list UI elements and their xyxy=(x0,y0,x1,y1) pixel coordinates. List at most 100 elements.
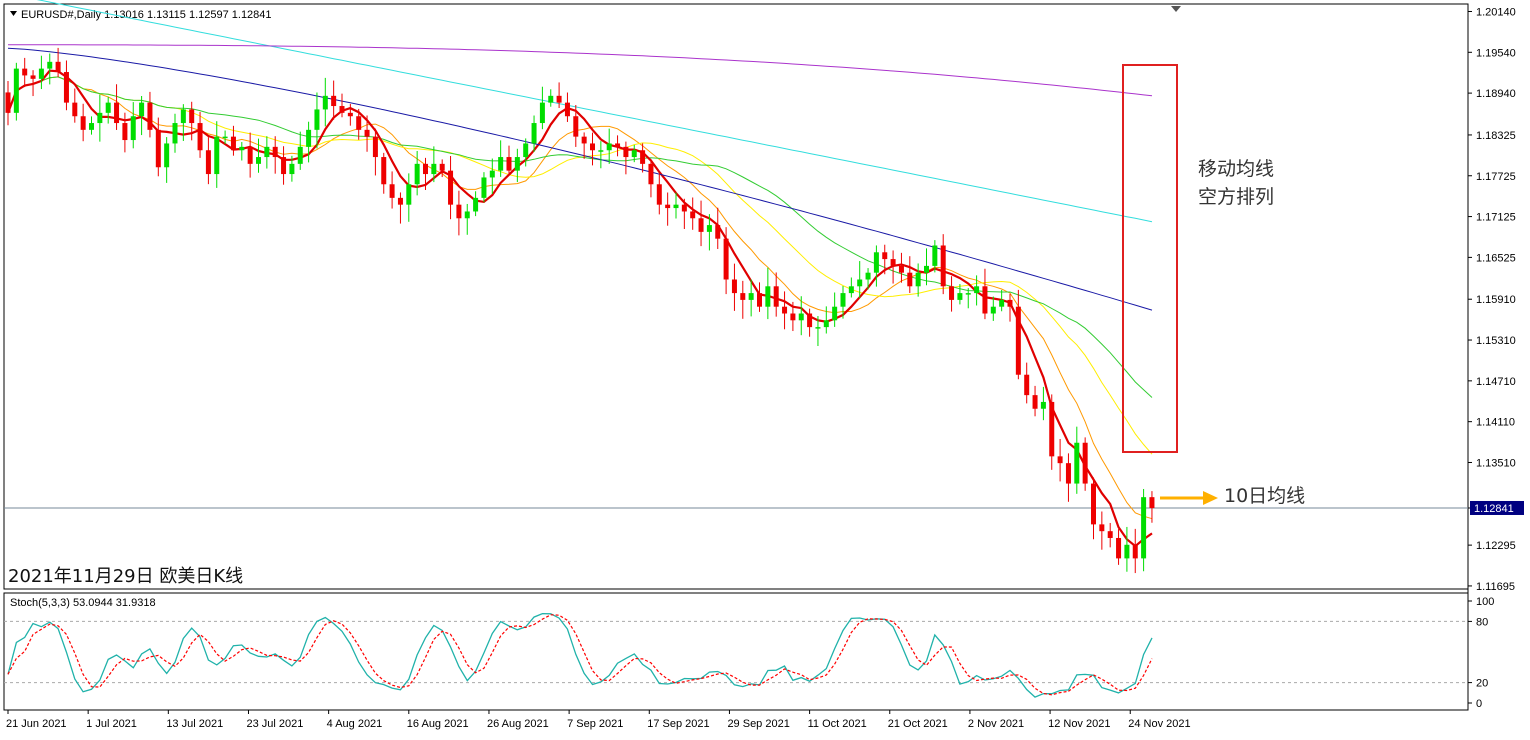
candle-body xyxy=(22,68,28,76)
stoch-axis-ticks: 100 80 20 0 xyxy=(1468,596,1494,710)
candle-body xyxy=(949,286,955,300)
chart-caption: 2021年11月29日 欧美日K线 xyxy=(8,566,243,587)
price-tick-label: 1.20140 xyxy=(1476,6,1516,18)
candle-body xyxy=(1007,299,1013,307)
candle-body xyxy=(297,146,303,164)
candle-body xyxy=(239,146,245,151)
candle-body xyxy=(272,146,278,158)
price-tick-label: 1.17725 xyxy=(1476,171,1516,183)
candle-body xyxy=(1015,306,1021,375)
candle-body xyxy=(1124,544,1130,559)
candle-body xyxy=(965,293,971,295)
candle-body xyxy=(731,279,737,294)
candle-body xyxy=(757,293,762,307)
candle-body xyxy=(372,136,378,158)
symbol-header: EURUSD#,Daily 1.13016 1.13115 1.12597 1.… xyxy=(21,9,272,21)
candle-body xyxy=(815,327,821,329)
candle-body xyxy=(264,146,270,158)
candle-body xyxy=(590,143,595,151)
time-tick-label: 4 Aug 2021 xyxy=(327,718,383,730)
candle-body xyxy=(448,170,454,205)
candle-body xyxy=(139,102,145,117)
candle-body xyxy=(882,252,888,260)
time-tick-label: 29 Sep 2021 xyxy=(727,718,789,730)
candle-body xyxy=(681,204,687,212)
candle-body xyxy=(197,123,203,151)
candle-body xyxy=(89,123,94,130)
candle-body xyxy=(1082,442,1088,484)
candle-body xyxy=(306,129,312,147)
candle-body xyxy=(322,95,328,110)
stoch-tick-label: 100 xyxy=(1476,596,1494,608)
time-axis-ticks: 21 Jun 2021 1 Jul 2021 13 Jul 2021 23 Jul 2… xyxy=(6,710,1191,730)
candle-body xyxy=(489,170,495,178)
box-text-line2: 空方排列 xyxy=(1198,186,1274,208)
shift-marker-icon[interactable] xyxy=(1171,6,1181,12)
candle-body xyxy=(189,109,195,124)
stoch-level-lines xyxy=(4,620,1468,684)
candle-body xyxy=(214,136,220,175)
candle-body xyxy=(782,306,788,314)
candle-body xyxy=(464,211,470,219)
price-tick-label: 1.15310 xyxy=(1476,335,1516,347)
candle-body xyxy=(514,157,520,171)
price-tick-label: 1.17125 xyxy=(1476,212,1516,224)
candle-body xyxy=(414,163,420,185)
candle-body xyxy=(623,146,629,158)
time-tick-label: 23 Jul 2021 xyxy=(246,718,303,730)
candle-body xyxy=(122,123,128,141)
candle-body xyxy=(865,272,871,280)
ma250-line xyxy=(8,44,1153,97)
candle-body xyxy=(940,245,946,287)
candle-body xyxy=(63,72,69,103)
candle-body xyxy=(581,136,587,144)
candle-body xyxy=(506,157,512,171)
price-tick-label: 1.14710 xyxy=(1476,376,1516,388)
candle-body xyxy=(331,95,337,107)
candle-body xyxy=(1049,401,1055,457)
candle-body xyxy=(114,102,120,124)
candle-body xyxy=(205,150,211,175)
candle-body xyxy=(164,143,170,168)
price-tick-label: 1.15910 xyxy=(1476,294,1516,306)
candle-body xyxy=(172,123,178,144)
stoch-tick-label: 0 xyxy=(1476,698,1482,710)
stoch-tick-label: 20 xyxy=(1476,678,1488,690)
candle-body xyxy=(957,293,963,300)
time-tick-label: 16 Aug 2021 xyxy=(407,718,469,730)
stoch-header: Stoch(5,3,3) 53.0944 31.9318 xyxy=(10,597,156,609)
candle-body xyxy=(1132,544,1138,559)
candle-body xyxy=(848,286,854,294)
candle-body xyxy=(339,106,345,113)
candle-body xyxy=(80,116,86,130)
candle-body xyxy=(924,265,929,273)
candle-body xyxy=(723,238,729,280)
candle-body xyxy=(932,245,938,266)
candle-body xyxy=(406,184,412,205)
candle-body xyxy=(97,112,103,124)
chart-dropdown-icon[interactable] xyxy=(10,11,17,16)
candle-body xyxy=(230,136,236,151)
time-tick-label: 12 Nov 2021 xyxy=(1048,718,1110,730)
candle-body xyxy=(180,109,186,124)
candle-body xyxy=(631,150,637,158)
candle-body xyxy=(356,116,362,130)
candle-body xyxy=(147,102,153,130)
candle-body xyxy=(155,129,161,168)
candle-body xyxy=(748,293,754,300)
price-tick-label: 1.14110 xyxy=(1476,417,1515,429)
time-tick-label: 11 Oct 2021 xyxy=(808,718,867,730)
current-price-label: 1.12841 xyxy=(1474,503,1514,515)
price-tick-label: 1.18325 xyxy=(1476,130,1516,142)
main-panel-frame xyxy=(3,3,1469,590)
stoch-signal-line xyxy=(7,614,1153,696)
candle-body xyxy=(890,259,896,266)
candle-body xyxy=(1065,463,1071,484)
candle-body xyxy=(698,218,704,232)
candle-body xyxy=(47,61,53,69)
candle-body xyxy=(798,313,804,321)
time-tick-label: 1 Jul 2021 xyxy=(86,718,137,730)
candle-body xyxy=(564,102,570,117)
candle-body xyxy=(648,163,654,185)
